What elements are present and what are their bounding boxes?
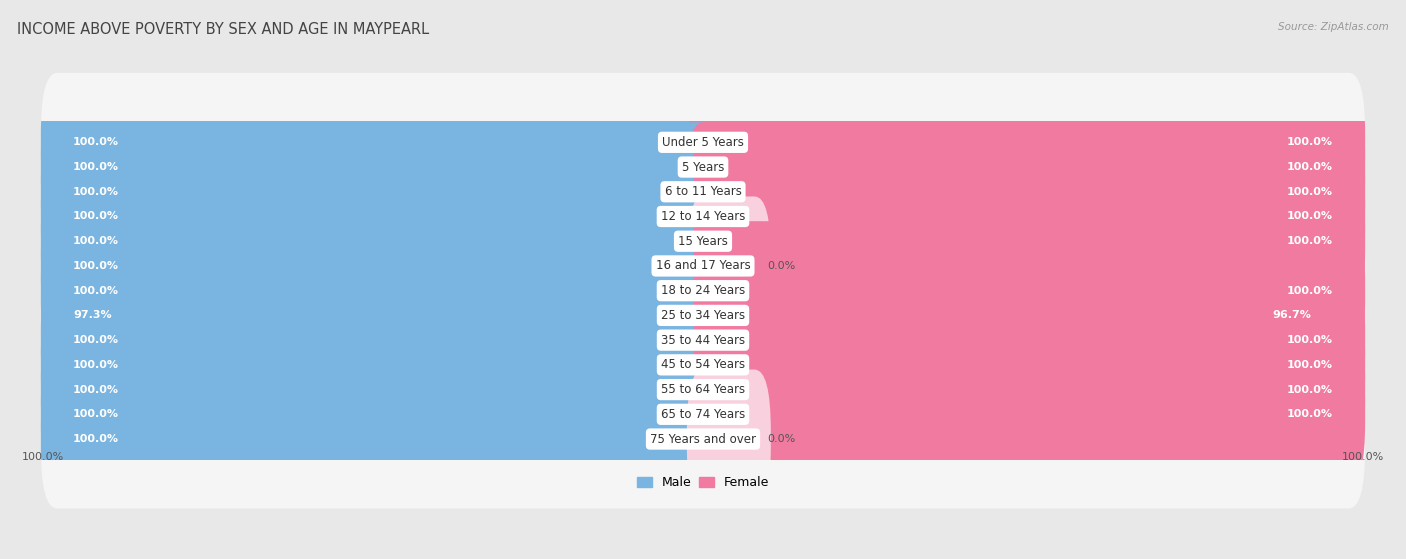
Text: 0.0%: 0.0% bbox=[768, 434, 796, 444]
FancyBboxPatch shape bbox=[41, 271, 718, 410]
Text: 65 to 74 Years: 65 to 74 Years bbox=[661, 408, 745, 421]
Text: 100.0%: 100.0% bbox=[1286, 236, 1333, 246]
Text: 100.0%: 100.0% bbox=[1286, 360, 1333, 370]
Text: 96.7%: 96.7% bbox=[1272, 310, 1312, 320]
Text: 100.0%: 100.0% bbox=[1286, 335, 1333, 345]
Text: 100.0%: 100.0% bbox=[73, 236, 120, 246]
Text: 100.0%: 100.0% bbox=[73, 434, 120, 444]
FancyBboxPatch shape bbox=[58, 246, 718, 385]
Text: 100.0%: 100.0% bbox=[73, 211, 120, 221]
FancyBboxPatch shape bbox=[41, 369, 1365, 509]
Text: 100.0%: 100.0% bbox=[1286, 286, 1333, 296]
Text: 5 Years: 5 Years bbox=[682, 160, 724, 173]
FancyBboxPatch shape bbox=[688, 122, 1365, 261]
FancyBboxPatch shape bbox=[688, 172, 1365, 311]
FancyBboxPatch shape bbox=[41, 345, 1365, 484]
Legend: Male, Female: Male, Female bbox=[631, 471, 775, 495]
FancyBboxPatch shape bbox=[41, 369, 718, 509]
Text: 55 to 64 Years: 55 to 64 Years bbox=[661, 383, 745, 396]
FancyBboxPatch shape bbox=[41, 221, 718, 360]
Text: 75 Years and over: 75 Years and over bbox=[650, 433, 756, 446]
FancyBboxPatch shape bbox=[41, 172, 1365, 311]
Text: 100.0%: 100.0% bbox=[73, 187, 120, 197]
Text: 100.0%: 100.0% bbox=[73, 286, 120, 296]
Text: 45 to 54 Years: 45 to 54 Years bbox=[661, 358, 745, 371]
Text: 100.0%: 100.0% bbox=[21, 452, 63, 462]
FancyBboxPatch shape bbox=[41, 147, 718, 286]
FancyBboxPatch shape bbox=[41, 320, 1365, 459]
Text: 100.0%: 100.0% bbox=[73, 409, 120, 419]
Text: 100.0%: 100.0% bbox=[1343, 452, 1385, 462]
FancyBboxPatch shape bbox=[41, 345, 718, 484]
FancyBboxPatch shape bbox=[41, 122, 718, 261]
FancyBboxPatch shape bbox=[688, 73, 1365, 212]
Text: 18 to 24 Years: 18 to 24 Years bbox=[661, 284, 745, 297]
FancyBboxPatch shape bbox=[688, 369, 770, 509]
Text: 0.0%: 0.0% bbox=[768, 261, 796, 271]
FancyBboxPatch shape bbox=[688, 271, 1365, 410]
FancyBboxPatch shape bbox=[41, 122, 1365, 261]
Text: 100.0%: 100.0% bbox=[1286, 211, 1333, 221]
Text: 100.0%: 100.0% bbox=[1286, 162, 1333, 172]
Text: 100.0%: 100.0% bbox=[73, 335, 120, 345]
FancyBboxPatch shape bbox=[41, 295, 718, 434]
FancyBboxPatch shape bbox=[688, 246, 1365, 385]
Text: Source: ZipAtlas.com: Source: ZipAtlas.com bbox=[1278, 22, 1389, 32]
Text: 25 to 34 Years: 25 to 34 Years bbox=[661, 309, 745, 322]
FancyBboxPatch shape bbox=[41, 196, 718, 335]
FancyBboxPatch shape bbox=[688, 147, 1365, 286]
Text: 100.0%: 100.0% bbox=[73, 385, 120, 395]
FancyBboxPatch shape bbox=[41, 147, 1365, 286]
Text: INCOME ABOVE POVERTY BY SEX AND AGE IN MAYPEARL: INCOME ABOVE POVERTY BY SEX AND AGE IN M… bbox=[17, 22, 429, 37]
Text: 100.0%: 100.0% bbox=[73, 138, 120, 148]
FancyBboxPatch shape bbox=[41, 246, 718, 385]
FancyBboxPatch shape bbox=[688, 221, 1365, 360]
Text: 100.0%: 100.0% bbox=[1286, 138, 1333, 148]
Text: 100.0%: 100.0% bbox=[1286, 409, 1333, 419]
Text: 100.0%: 100.0% bbox=[73, 261, 120, 271]
Text: 12 to 14 Years: 12 to 14 Years bbox=[661, 210, 745, 223]
FancyBboxPatch shape bbox=[688, 295, 1365, 434]
FancyBboxPatch shape bbox=[41, 196, 1365, 335]
FancyBboxPatch shape bbox=[688, 345, 1365, 484]
FancyBboxPatch shape bbox=[41, 98, 718, 236]
Text: 100.0%: 100.0% bbox=[73, 162, 120, 172]
FancyBboxPatch shape bbox=[688, 196, 770, 335]
Text: 35 to 44 Years: 35 to 44 Years bbox=[661, 334, 745, 347]
FancyBboxPatch shape bbox=[41, 172, 718, 311]
FancyBboxPatch shape bbox=[688, 246, 1344, 385]
FancyBboxPatch shape bbox=[41, 271, 1365, 410]
Text: 100.0%: 100.0% bbox=[1286, 187, 1333, 197]
FancyBboxPatch shape bbox=[41, 246, 1365, 385]
FancyBboxPatch shape bbox=[41, 73, 1365, 212]
FancyBboxPatch shape bbox=[41, 221, 1365, 360]
FancyBboxPatch shape bbox=[688, 320, 1365, 459]
FancyBboxPatch shape bbox=[41, 73, 718, 212]
Text: 97.3%: 97.3% bbox=[73, 310, 111, 320]
Text: Under 5 Years: Under 5 Years bbox=[662, 136, 744, 149]
FancyBboxPatch shape bbox=[688, 98, 1365, 236]
Text: 100.0%: 100.0% bbox=[1286, 385, 1333, 395]
FancyBboxPatch shape bbox=[41, 320, 718, 459]
FancyBboxPatch shape bbox=[41, 295, 1365, 434]
Text: 6 to 11 Years: 6 to 11 Years bbox=[665, 185, 741, 198]
FancyBboxPatch shape bbox=[41, 98, 1365, 236]
Text: 15 Years: 15 Years bbox=[678, 235, 728, 248]
Text: 16 and 17 Years: 16 and 17 Years bbox=[655, 259, 751, 272]
Text: 100.0%: 100.0% bbox=[73, 360, 120, 370]
